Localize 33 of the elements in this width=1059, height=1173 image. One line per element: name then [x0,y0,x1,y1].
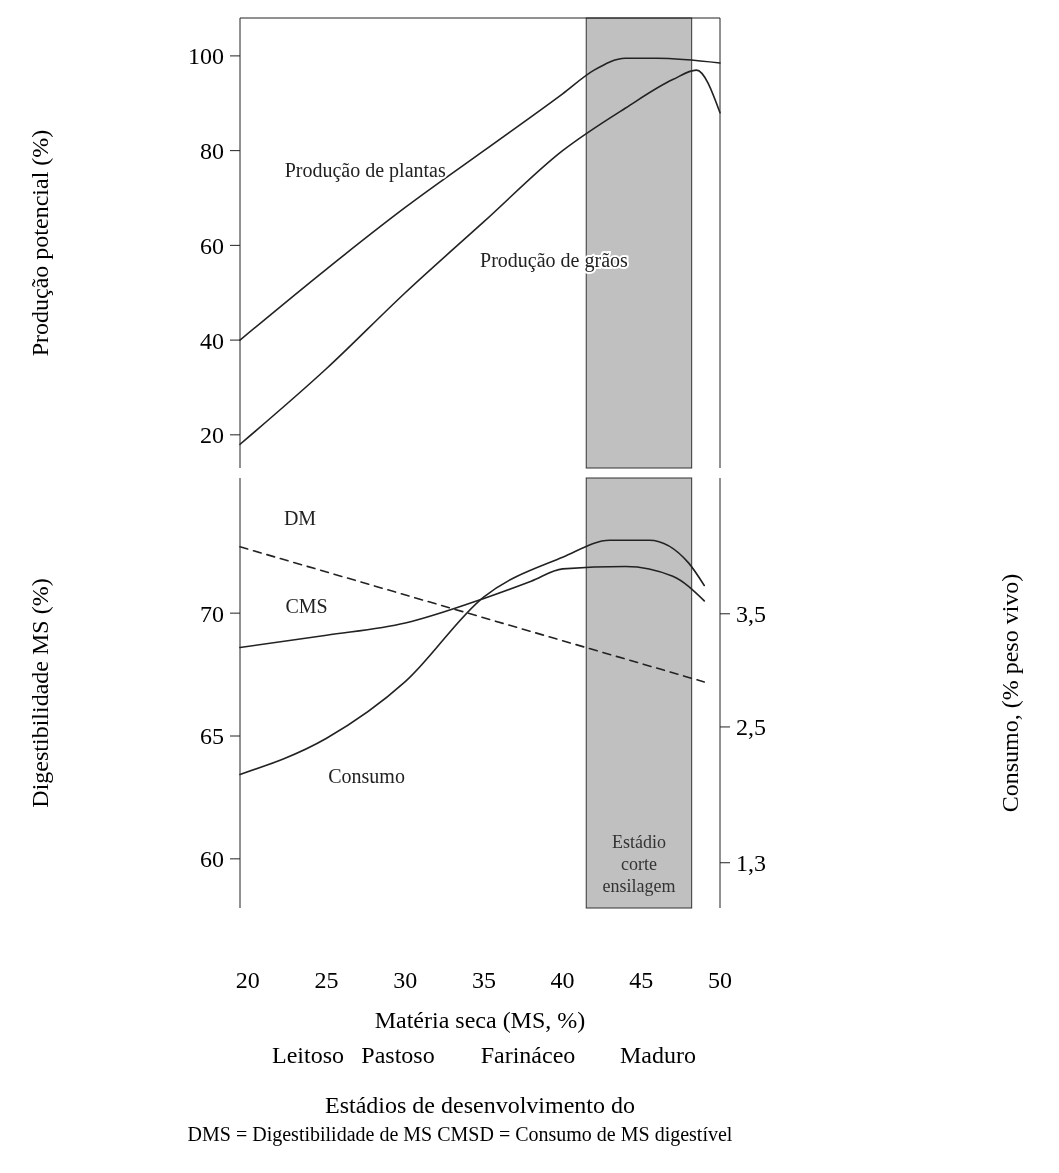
series-label: Consumo [328,765,405,788]
y-tick-label: 60 [200,846,224,873]
text: DMS = Digestibilidade de MS CMSD = Consumo de MS digestível [187,1123,733,1146]
x-tick-label: 25 [314,967,339,993]
y-tick-label: 100 [188,43,224,70]
y-axis-title: Produção potencial (%) [27,129,53,357]
text: Estádios de desenvolvimento do [325,1092,635,1118]
y-axis-title: Digestibilidade MS (%) [27,578,53,808]
text: Leitoso [272,1042,344,1068]
y-tick-label: 60 [200,232,224,259]
y2-axis-title: Consumo, (% peso vivo) [997,573,1023,813]
y-tick-label: 70 [200,600,224,627]
y2-tick-label: 3,5 [736,601,766,628]
x-tick-label: 20 [235,967,260,993]
series-label: CMS [285,595,328,618]
x-tick-label: 30 [393,967,418,993]
text: Maduro [620,1042,696,1068]
text: Farináceo [480,1042,576,1068]
x-tick-label: 35 [471,967,496,993]
band-label: Estádio corte ensilagem [602,832,676,896]
x-tick-label: 50 [708,967,732,993]
y-tick-label: 20 [200,422,224,449]
y2-tick-label: 1,3 [736,850,766,877]
x-tick-label: 45 [629,967,654,993]
y2-tick-label: 2,5 [736,714,766,741]
series-label: DM [283,506,317,529]
text: Pastoso [361,1042,435,1068]
y-tick-label: 40 [200,327,224,354]
y-tick-label: 80 [200,138,224,165]
x-axis-title: Matéria seca (MS, %) [374,1007,586,1033]
y-tick-label: 65 [200,723,224,750]
series-label: Produção de plantas [284,159,446,183]
x-tick-label: 40 [550,967,575,993]
